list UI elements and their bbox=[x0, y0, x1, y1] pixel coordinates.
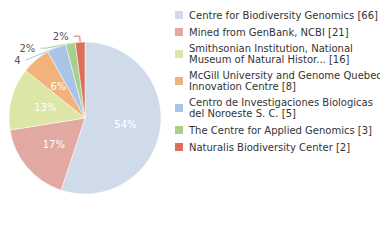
svg-text:Centro de Investigaciones Biol: Centro de Investigaciones Biologicas bbox=[189, 97, 376, 108]
svg-text:del Noroeste S. C. [5]: del Noroeste S. C. [5] bbox=[189, 108, 296, 119]
svg-text:54%: 54% bbox=[114, 119, 136, 130]
svg-text:2%: 2% bbox=[19, 43, 35, 54]
svg-text:17%: 17% bbox=[43, 139, 65, 150]
svg-text:Centre for Biodiversity Genomi: Centre for Biodiversity Genomics [66] bbox=[189, 10, 378, 21]
svg-text:Innovation Centre [8]: Innovation Centre [8] bbox=[189, 81, 296, 92]
svg-text:4: 4 bbox=[14, 55, 20, 66]
svg-text:13%: 13% bbox=[34, 102, 56, 113]
svg-text:McGill University and Genome Q: McGill University and Genome Quebec bbox=[189, 70, 380, 81]
svg-text:Smithsonian Institution, Natio: Smithsonian Institution, National bbox=[189, 43, 356, 54]
svg-text:Mined from GenBank, NCBI [21]: Mined from GenBank, NCBI [21] bbox=[189, 27, 349, 38]
svg-text:Museum of Natural Histor... [1: Museum of Natural Histor... [16] bbox=[189, 54, 350, 65]
svg-text:2%: 2% bbox=[53, 31, 69, 42]
svg-text:The Centre for Applied Genomic: The Centre for Applied Genomics [3] bbox=[188, 125, 372, 136]
svg-text:6%: 6% bbox=[50, 81, 66, 92]
svg-text:Naturalis Biodiversity Center: Naturalis Biodiversity Center [2] bbox=[189, 142, 350, 153]
